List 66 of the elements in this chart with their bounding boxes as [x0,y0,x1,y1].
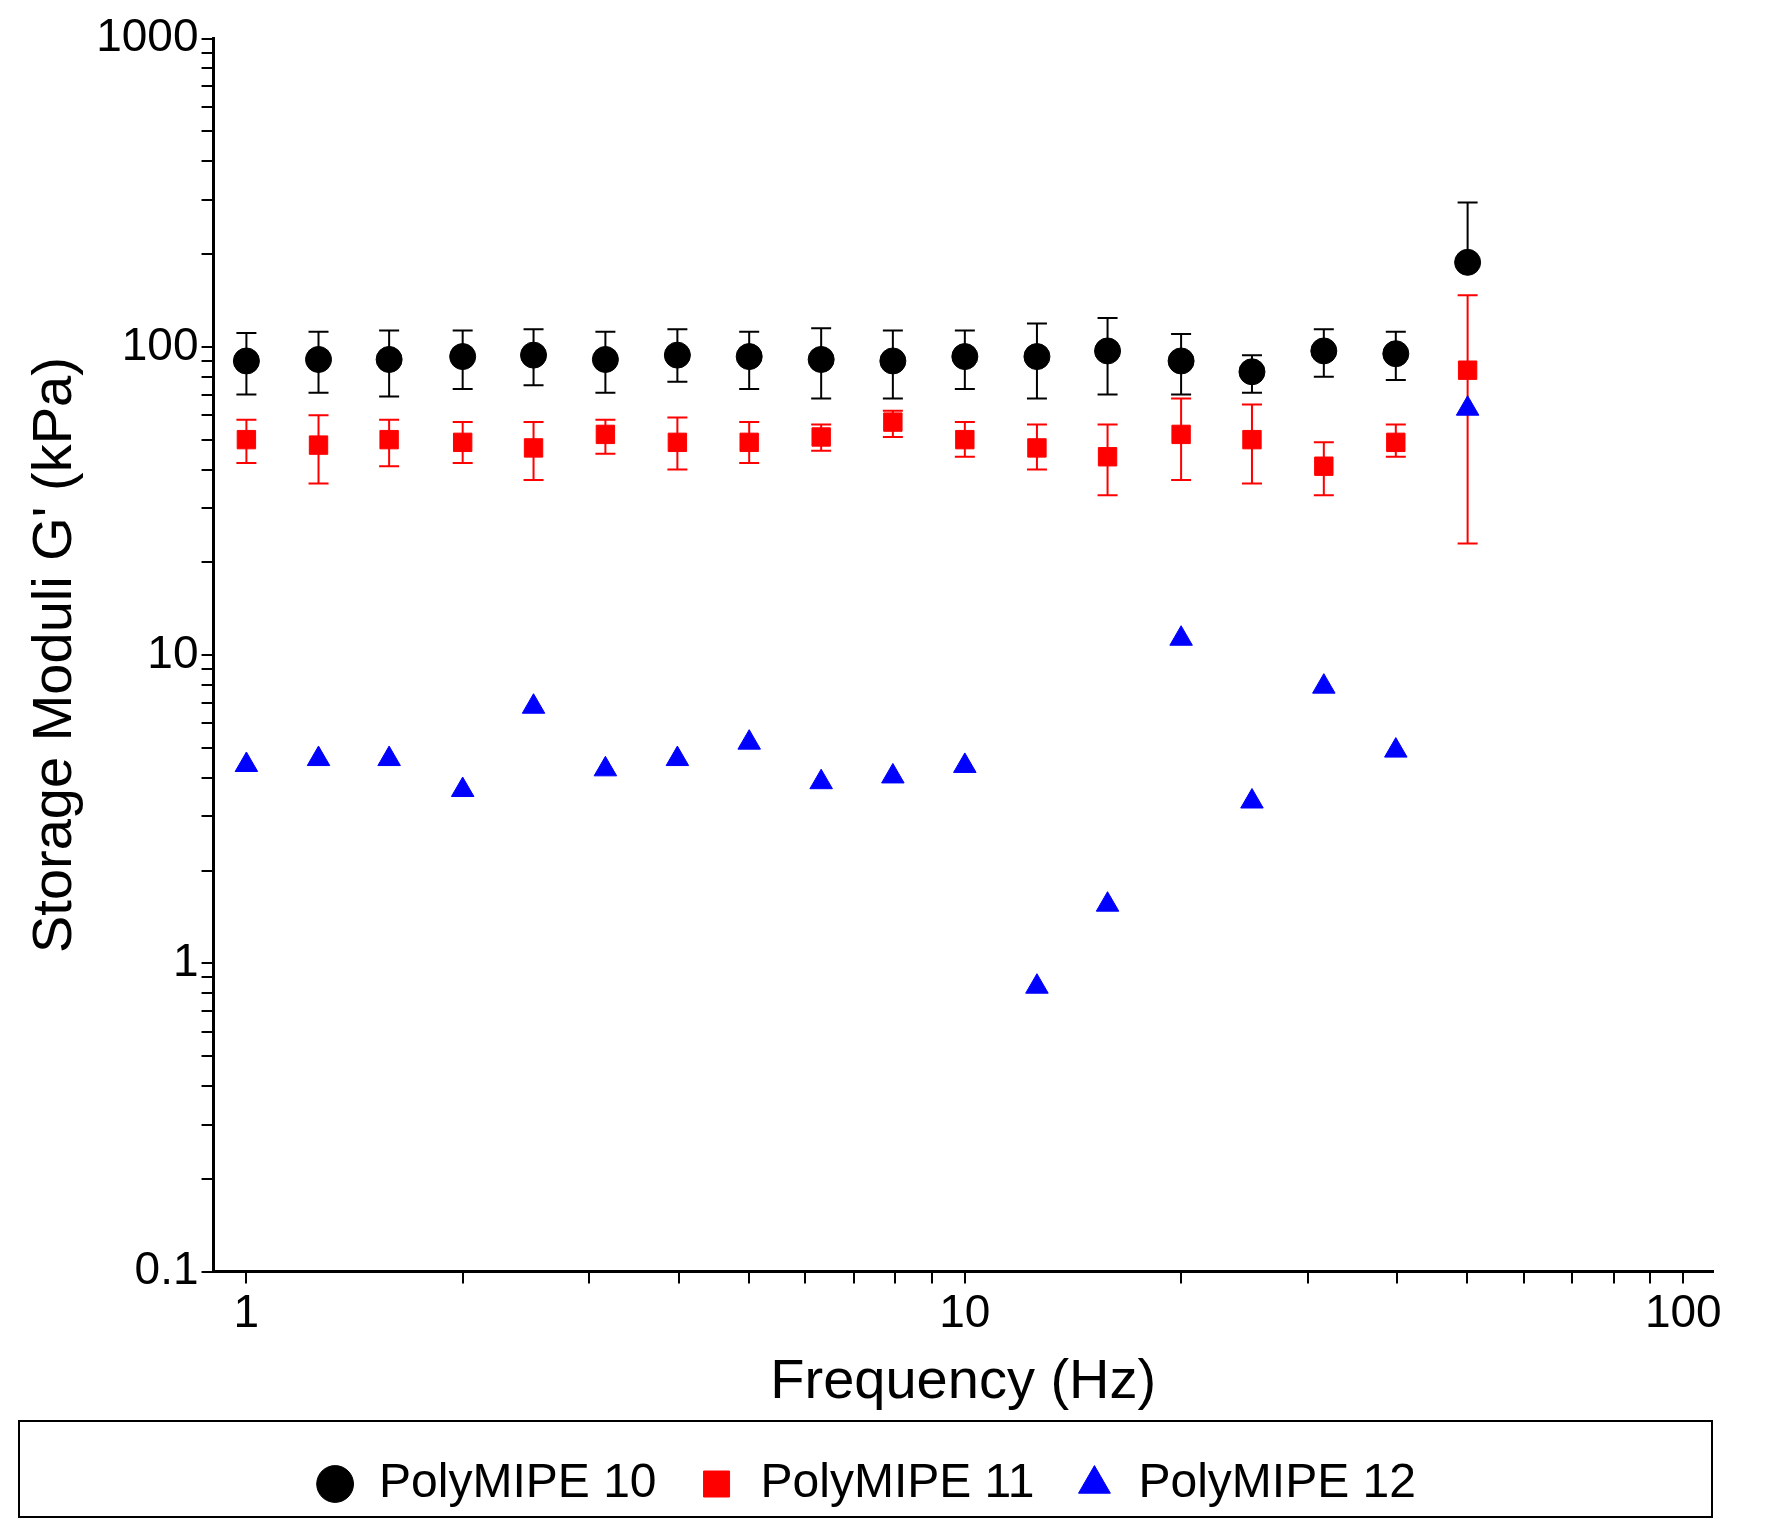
x-tick-label: 1 [233,1284,260,1337]
point [1094,337,1122,365]
point [1312,673,1336,694]
point [807,345,835,373]
point [1169,625,1193,646]
point [1027,438,1047,458]
point [305,345,333,373]
point [1310,337,1338,365]
point [1171,424,1191,445]
point [1384,737,1408,758]
point [377,745,401,767]
point [452,432,473,453]
y-tick-label: 100 [121,317,199,370]
point [739,432,759,453]
point [450,776,475,798]
point [1314,456,1334,476]
y-tick-label: 0.1 [134,1242,199,1295]
point [1097,447,1118,467]
point [665,745,690,767]
point [379,429,399,450]
point [306,745,331,767]
y-tick-label: 1 [172,934,199,987]
point [1095,891,1120,912]
legend-label: PolyMIPE 10 [379,1454,657,1508]
point [1238,358,1266,386]
point [737,729,761,750]
y-tick-label: 10 [147,625,199,678]
point [595,424,616,445]
point [663,341,691,369]
point [735,343,763,371]
x-tick-label: 100 [1644,1284,1722,1337]
x-tick-label: 10 [939,1284,991,1337]
point [881,762,905,784]
point [1240,788,1264,809]
legend-label: PolyMIPE 11 [760,1454,1035,1508]
point [1457,360,1478,380]
point [811,427,831,447]
point [953,752,977,773]
point [879,347,907,375]
point [308,435,329,455]
point [232,347,260,375]
point [1242,429,1262,450]
point [1167,347,1195,375]
legend-label: PolyMIPE 12 [1138,1454,1416,1508]
point [1454,248,1482,276]
point [883,412,903,432]
point [236,429,257,450]
point [523,438,544,458]
point [1386,432,1406,453]
point [951,343,979,371]
point [520,341,548,369]
point [521,693,546,714]
point [375,345,403,373]
point [234,751,259,773]
point [809,768,833,790]
y-axis-title: Storage Moduli G' (kPa) [20,357,84,954]
y-tick-label: 1000 [96,9,199,62]
point [667,432,688,453]
point [593,755,618,777]
point [1025,973,1049,994]
point [955,429,975,450]
x-axis-title: Frequency (Hz) [770,1346,1157,1410]
point [1382,340,1410,368]
point [591,345,619,373]
point [1023,343,1051,371]
point [449,343,477,371]
